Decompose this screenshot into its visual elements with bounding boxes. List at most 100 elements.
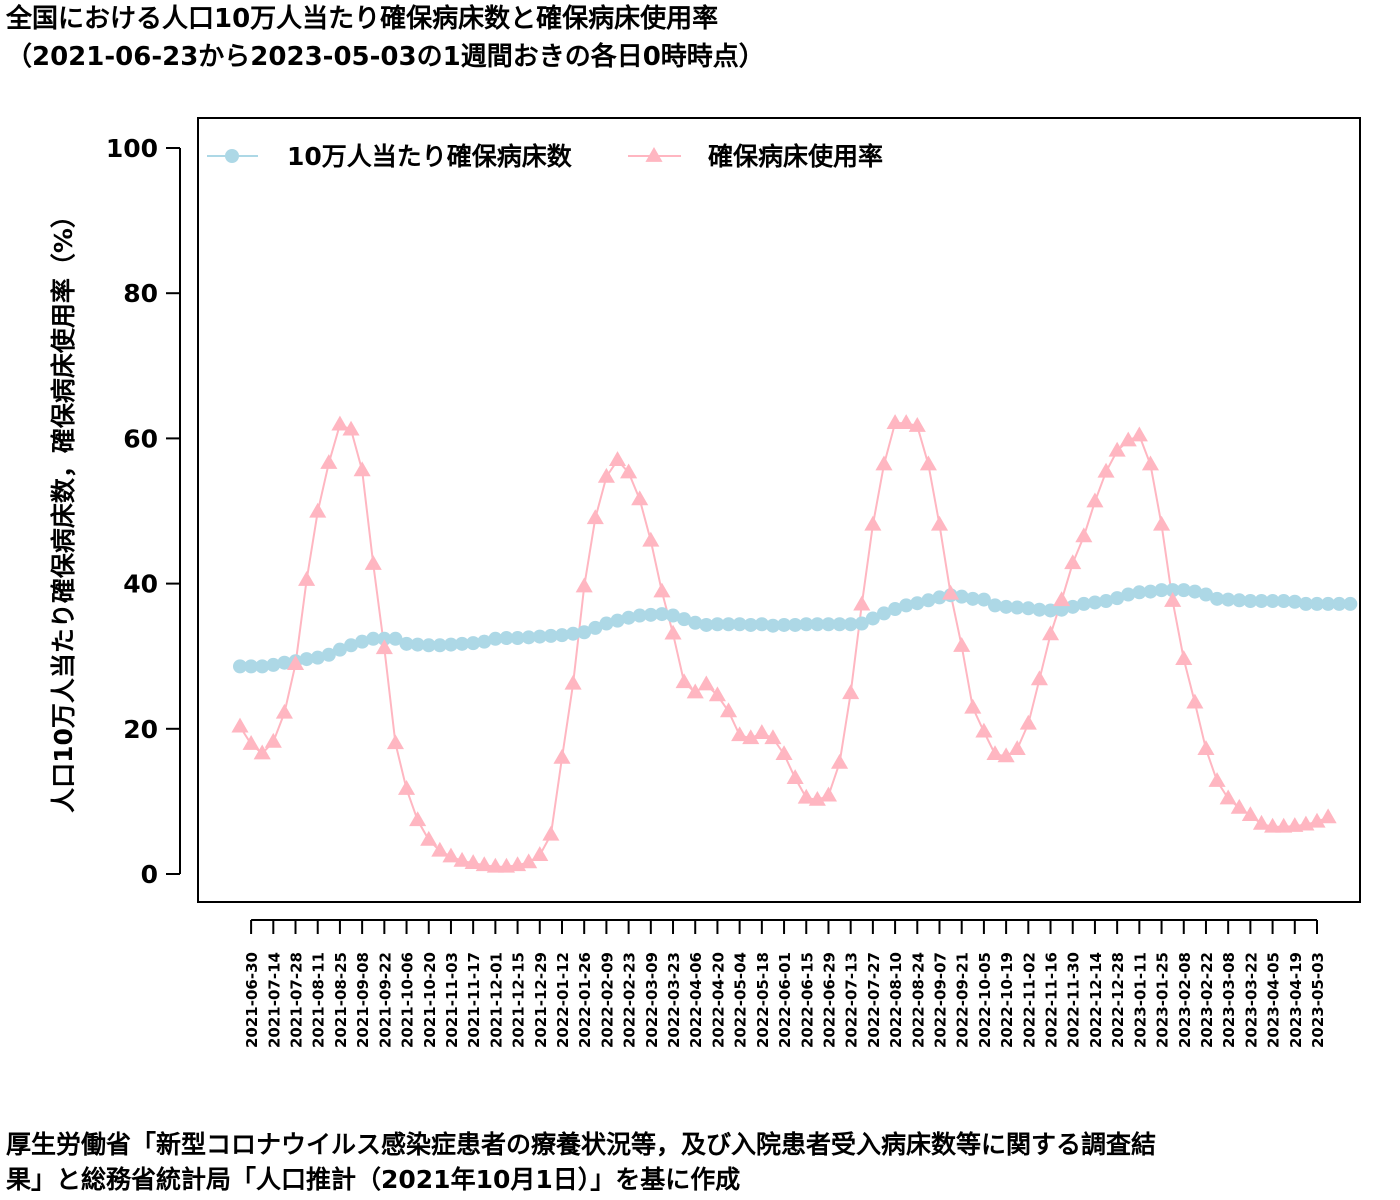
series-1-point: [1099, 594, 1114, 609]
series-1-point: [1321, 596, 1336, 611]
series-1-point: [1265, 594, 1280, 609]
x-tick-label: 2022-03-09: [643, 952, 661, 1048]
series-1-point: [832, 617, 847, 632]
series-1-point: [810, 617, 825, 632]
series-1-point: [965, 591, 980, 606]
series-1-point: [732, 617, 747, 632]
series-1-point: [621, 610, 636, 625]
series-2-point: [342, 420, 360, 436]
x-tick-label: 2023-03-08: [1220, 952, 1238, 1048]
series-1-point: [899, 598, 914, 613]
series-2-point: [1030, 670, 1048, 686]
series-1-point: [344, 638, 359, 653]
series-1-point: [554, 628, 569, 643]
x-tick-label: 2022-01-12: [554, 952, 572, 1048]
series-2-point: [1175, 650, 1193, 665]
series-1-point: [532, 629, 547, 644]
series-1-point: [1210, 591, 1225, 606]
series-1-point: [510, 631, 525, 646]
series-2-point: [831, 753, 849, 769]
series-1-point: [355, 634, 370, 649]
plot-frame: [197, 117, 1361, 903]
series-2-point: [708, 686, 726, 702]
x-tick-label: 2022-10-19: [998, 952, 1016, 1048]
series-2-point: [564, 674, 582, 690]
series-1-point: [854, 616, 869, 631]
series-2-point: [375, 639, 393, 655]
series-2-point: [731, 726, 749, 742]
series-2-point: [942, 584, 960, 600]
series-1-point: [410, 637, 425, 652]
series-2-point: [542, 825, 560, 841]
source-note-line2: 果」と総務省統計局「人口推計（2021年10月1日）」を基に作成: [6, 1165, 741, 1194]
x-tick-label: 2022-01-26: [576, 952, 594, 1048]
series-1-point: [610, 613, 625, 628]
series-1-point: [1187, 584, 1202, 599]
series-1-point: [1021, 601, 1036, 616]
series-2-point: [742, 729, 760, 745]
series-2-point: [331, 415, 349, 431]
series-2-point: [864, 515, 882, 531]
series-2-point: [364, 554, 382, 570]
series-2-point: [1264, 817, 1282, 833]
line-chart: 0 20 40 60 80 100 2021-06-30 2021-07-14 2021-07…: [49, 117, 1361, 1048]
series-1-point: [388, 631, 403, 646]
series-2-point: [309, 502, 327, 518]
chart-title: 全国における人口10万人当たり確保病床数と確保病床使用率: [6, 4, 719, 34]
series-2-point: [597, 467, 615, 483]
series-markers: [231, 414, 1358, 873]
series-2-point: [853, 595, 871, 611]
series-2-point: [764, 729, 782, 745]
series-2-point: [286, 655, 305, 671]
x-tick-label: 2022-12-14: [1087, 952, 1105, 1048]
x-tick-label: 2022-10-05: [976, 952, 994, 1048]
y-tick-label: 60: [123, 424, 158, 453]
x-tick-label: 2021-08-11: [310, 952, 328, 1048]
series-1-point: [399, 636, 414, 651]
series-1-point: [233, 659, 247, 674]
x-tick-label: 2023-01-25: [1154, 952, 1172, 1048]
y-tick-label: 100: [106, 134, 158, 163]
series-1-point: [788, 617, 803, 632]
series-1-point: [310, 650, 325, 665]
series-1-point: [543, 628, 558, 643]
x-tick-label: 2022-06-15: [798, 952, 816, 1048]
series-1-point: [299, 652, 314, 667]
legend-marker-1: [225, 149, 239, 163]
series-2-point: [275, 703, 293, 719]
series-2-point: [608, 451, 627, 467]
series-2-point: [897, 414, 915, 430]
series-1-point: [1143, 584, 1158, 599]
series-1-point: [1154, 583, 1169, 598]
series-1-point: [765, 618, 780, 633]
series-2-point: [1208, 772, 1226, 787]
series-2-point: [1130, 426, 1148, 442]
x-tick-label: 2021-08-25: [332, 952, 350, 1048]
series-1-point: [777, 617, 792, 632]
series-1-point: [244, 659, 259, 674]
series-2-point: [1241, 806, 1259, 822]
series-2-point: [1153, 515, 1171, 531]
x-tick-label: 2021-09-22: [376, 952, 394, 1048]
series-1-point: [932, 590, 947, 605]
series-2-point: [1119, 431, 1137, 447]
series-1-point: [1087, 595, 1102, 610]
series-2-point: [775, 745, 793, 761]
series-1-point: [843, 617, 858, 632]
x-tick-label: 2022-12-28: [1109, 952, 1127, 1048]
y-tick-label: 0: [141, 860, 158, 889]
series-1-point: [421, 638, 436, 653]
series-1-point: [721, 617, 736, 632]
series-2-point: [442, 847, 460, 863]
series-2-point: [586, 509, 604, 525]
series-2-point: [486, 857, 504, 873]
series-2-point: [986, 745, 1004, 761]
series-1-point: [1065, 599, 1080, 614]
series-2-point: [953, 637, 971, 652]
series-2-point: [1008, 740, 1026, 755]
source-note-line1: 厚生労働省「新型コロナウイルス感染症患者の療養状況等，及び入院患者受入病床数等に…: [6, 1130, 1157, 1159]
series-2-point: [1230, 798, 1248, 814]
x-tick-label: 2022-02-23: [621, 952, 639, 1048]
x-tick-label: 2022-04-20: [709, 952, 727, 1048]
x-tick-label: 2022-11-16: [1043, 952, 1061, 1048]
